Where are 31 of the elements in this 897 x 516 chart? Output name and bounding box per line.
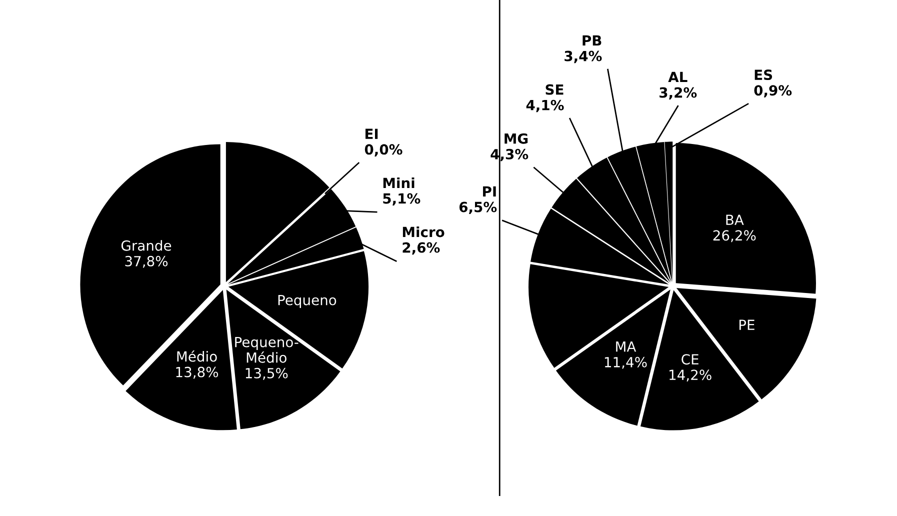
data-label: 13,5%	[246, 368, 288, 380]
slice-label: MG	[504, 133, 528, 144]
text: 0,0%	[364, 144, 402, 156]
slice-label: Grande	[121, 240, 172, 251]
slice-label: PE	[739, 320, 754, 330]
data-label: 3,4%	[564, 50, 602, 64]
slice-label: PB	[582, 35, 602, 46]
data-label: 11,4%	[604, 356, 647, 369]
slice-label: AL	[668, 72, 688, 82]
data-label: 13,8%	[176, 366, 218, 379]
slice-label: Micro	[402, 226, 444, 238]
slice-label: Pequeno-Médio	[235, 336, 298, 363]
data-label: 4,1%	[526, 100, 564, 112]
data-label: 2,6%	[402, 242, 440, 255]
data-label: 0,9%	[754, 85, 792, 98]
data-label: 5,1%	[383, 193, 420, 206]
category-label: EI	[366, 128, 378, 139]
slice-label: ES	[754, 70, 772, 80]
slice-label: CE	[682, 354, 698, 365]
data-label: 3,2%	[660, 87, 697, 100]
legend-label: Mini	[383, 177, 414, 188]
data-label: 14,2%	[670, 370, 712, 382]
slice-label: PI	[483, 186, 496, 197]
slice-label: Pequeno	[278, 294, 336, 308]
slice-label: MA	[616, 342, 636, 352]
data-label: 37,8%	[125, 256, 168, 268]
data-label: 6,5%	[459, 202, 497, 214]
slice-label: SE	[546, 84, 564, 95]
slice-label: Médio	[177, 350, 217, 362]
slice-label: BA	[726, 214, 744, 225]
data-label: 26,2%	[713, 230, 756, 242]
